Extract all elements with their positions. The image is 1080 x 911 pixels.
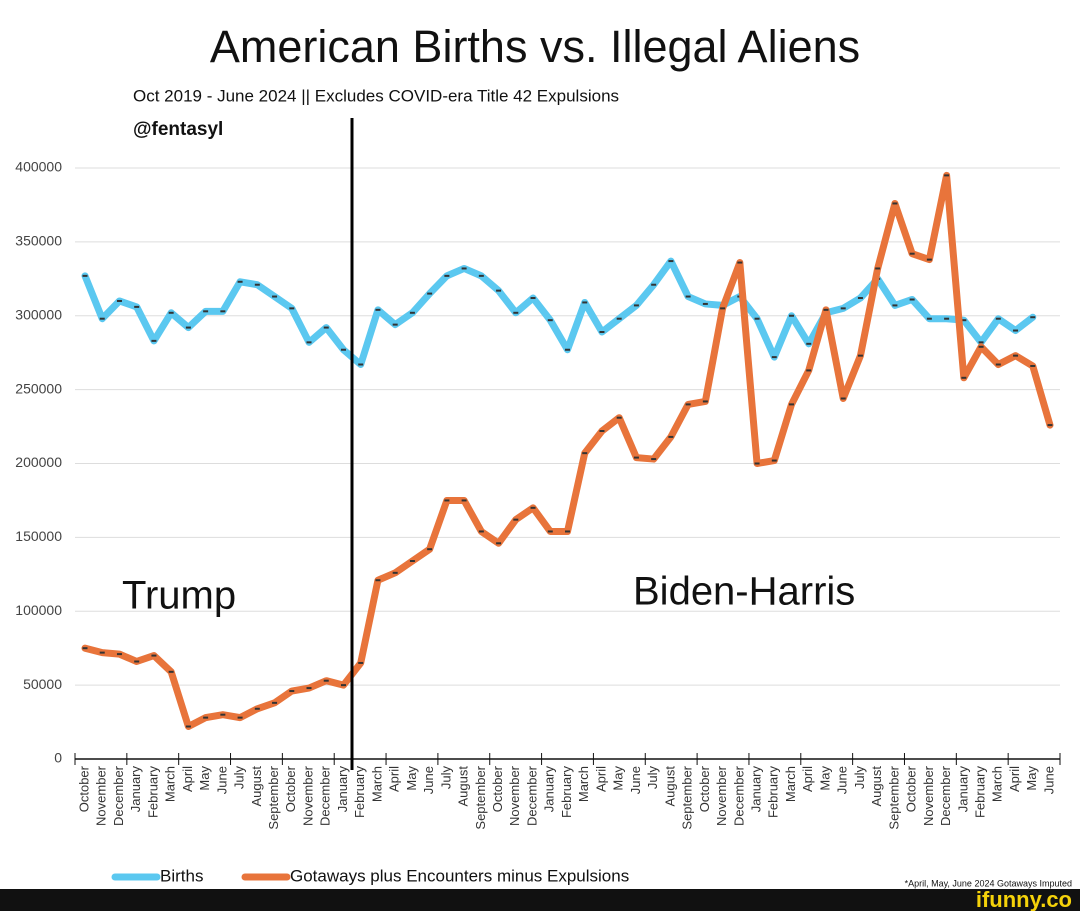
x-tick-label: September xyxy=(473,765,488,829)
x-tick-label: October xyxy=(283,765,298,812)
x-tick-label: June xyxy=(1041,766,1056,794)
x-tick-label: September xyxy=(886,765,901,829)
watermark-bar xyxy=(0,889,1080,911)
y-tick-label: 100000 xyxy=(15,602,62,618)
x-tick-label: May xyxy=(817,766,832,791)
x-tick-label: March xyxy=(990,766,1005,802)
y-tick-label: 50000 xyxy=(23,676,62,692)
x-tick-label: July xyxy=(645,766,660,790)
x-tick-label: November xyxy=(507,765,522,826)
x-tick-label: January xyxy=(128,766,143,813)
x-tick-label: August xyxy=(249,766,264,807)
chart-subtitle: Oct 2019 - June 2024 || Excludes COVID-e… xyxy=(133,86,619,105)
x-tick-label: November xyxy=(921,765,936,826)
x-tick-label: February xyxy=(766,766,781,819)
legend-label: Births xyxy=(160,866,203,885)
x-tick-label: August xyxy=(456,766,471,807)
x-tick-label: April xyxy=(1007,766,1022,792)
x-tick-label: December xyxy=(938,765,953,826)
x-tick-label: December xyxy=(731,765,746,826)
x-tick-label: July xyxy=(438,766,453,790)
x-tick-label: January xyxy=(955,766,970,813)
x-tick-label: November xyxy=(714,765,729,826)
x-tick-label: December xyxy=(524,765,539,826)
x-tick-label: February xyxy=(145,766,160,819)
chart-title: American Births vs. Illegal Aliens xyxy=(210,21,860,72)
x-tick-label: August xyxy=(869,766,884,807)
x-tick-label: October xyxy=(904,765,919,812)
x-tick-label: October xyxy=(76,765,91,812)
x-tick-label: July xyxy=(232,766,247,790)
watermark: ifunny.co xyxy=(976,887,1072,911)
x-tick-label: April xyxy=(593,766,608,792)
x-tick-label: February xyxy=(352,766,367,819)
x-tick-label: May xyxy=(611,766,626,791)
x-tick-label: April xyxy=(387,766,402,792)
x-tick-label: October xyxy=(697,765,712,812)
x-tick-label: February xyxy=(973,766,988,819)
x-tick-label: May xyxy=(404,766,419,791)
x-tick-label: February xyxy=(559,766,574,819)
legend-label: Gotaways plus Encounters minus Expulsion… xyxy=(290,866,629,885)
x-tick-label: May xyxy=(1024,766,1039,791)
x-tick-label: April xyxy=(180,766,195,792)
y-tick-label: 350000 xyxy=(15,233,62,249)
footnote: *April, May, June 2024 Gotaways Imputed xyxy=(905,878,1072,888)
x-tick-label: March xyxy=(163,766,178,802)
y-tick-label: 250000 xyxy=(15,380,62,396)
x-tick-label: September xyxy=(680,765,695,829)
x-tick-label: August xyxy=(662,766,677,807)
x-tick-label: March xyxy=(369,766,384,802)
annotation: Biden-Harris xyxy=(633,570,855,614)
series-line xyxy=(81,171,1054,730)
y-tick-label: 300000 xyxy=(15,306,62,322)
y-tick-label: 400000 xyxy=(15,159,62,175)
x-tick-label: June xyxy=(421,766,436,794)
x-tick-label: June xyxy=(214,766,229,794)
x-tick-label: March xyxy=(576,766,591,802)
x-tick-label: December xyxy=(111,765,126,826)
handle: @fentasyl xyxy=(133,119,223,140)
x-tick-label: April xyxy=(800,766,815,792)
y-tick-label: 200000 xyxy=(15,454,62,470)
x-tick-label: December xyxy=(318,765,333,826)
y-tick-label: 0 xyxy=(54,750,62,766)
x-tick-label: March xyxy=(783,766,798,802)
x-tick-label: January xyxy=(335,766,350,813)
x-tick-label: January xyxy=(748,766,763,813)
x-tick-label: November xyxy=(300,765,315,826)
x-tick-label: June xyxy=(628,766,643,794)
x-tick-label: November xyxy=(94,765,109,826)
annotation: Trump xyxy=(122,574,236,618)
y-tick-label: 150000 xyxy=(15,528,62,544)
x-tick-label: October xyxy=(490,765,505,812)
series-line xyxy=(81,257,1037,369)
x-tick-label: January xyxy=(542,766,557,813)
x-tick-label: May xyxy=(197,766,212,791)
x-tick-label: July xyxy=(852,766,867,790)
x-tick-label: June xyxy=(835,766,850,794)
x-tick-label: September xyxy=(266,765,281,829)
